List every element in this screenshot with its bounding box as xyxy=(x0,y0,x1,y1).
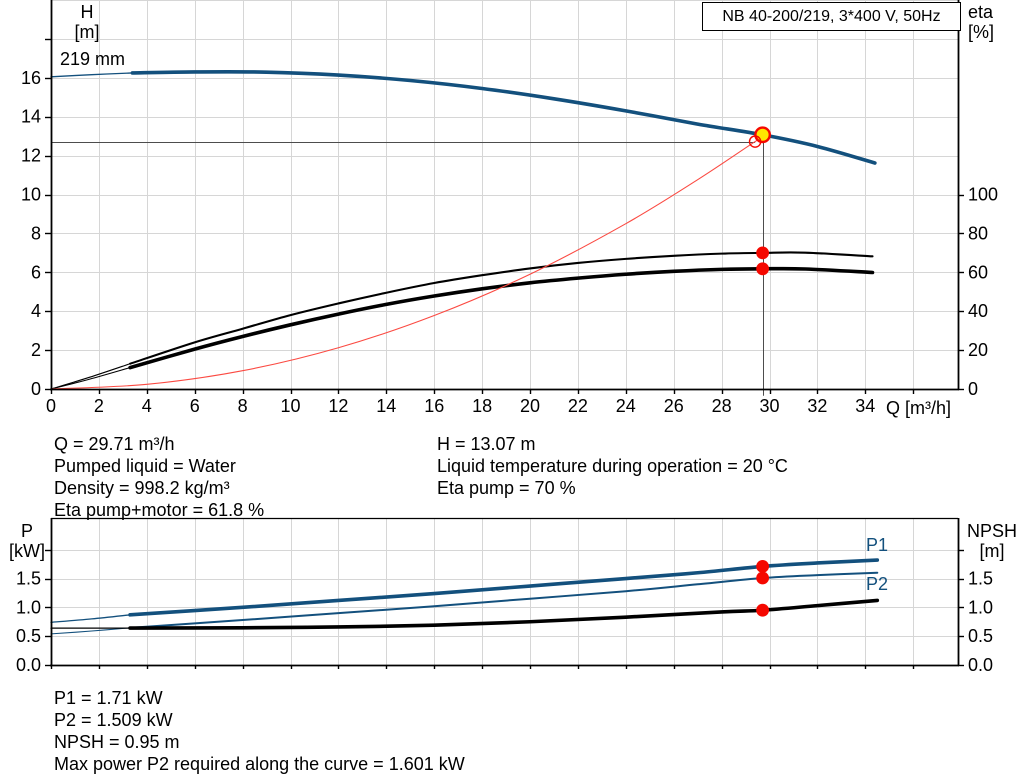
y-left-tick-label: 1.5 xyxy=(16,569,41,589)
info-max-power: Max power P2 required along the curve = … xyxy=(54,754,465,774)
x-tick-label: 24 xyxy=(616,396,636,416)
info-q: Q = 29.71 m³/h xyxy=(54,434,175,454)
npsh-duty-point[interactable] xyxy=(756,603,769,617)
info-h: H = 13.07 m xyxy=(437,434,536,454)
system-curve[interactable] xyxy=(50,133,769,390)
p1-curve[interactable] xyxy=(128,558,880,617)
power-axis-unit: [kW] xyxy=(9,541,45,561)
x-tick-label: 14 xyxy=(376,396,396,416)
eta-axis-unit: [%] xyxy=(968,22,995,42)
y-left-tick-label: 2 xyxy=(31,340,41,360)
y-right-tick-label: 0.5 xyxy=(968,626,993,646)
y-right-tick-label: 80 xyxy=(968,223,988,243)
x-tick-label: 30 xyxy=(759,396,779,416)
head-axis-symbol: H xyxy=(80,2,94,22)
x-tick-label: 16 xyxy=(424,396,444,416)
x-tick-label: 0 xyxy=(46,396,56,416)
head-axis-unit: [m] xyxy=(74,22,100,42)
info-eta-pump: Eta pump = 70 % xyxy=(437,478,576,498)
eta-pump-duty-point[interactable] xyxy=(756,246,769,260)
info-npsh: NPSH = 0.95 m xyxy=(54,732,180,752)
eta-pump-motor-curve[interactable] xyxy=(128,266,875,370)
y-right-tick-label: 20 xyxy=(968,340,988,360)
x-tick-label: 2 xyxy=(94,396,104,416)
y-left-tick-label: 10 xyxy=(21,185,41,205)
y-right-tick-label: 60 xyxy=(968,262,988,282)
x-tick-label: 6 xyxy=(190,396,200,416)
y-left-tick-label: 16 xyxy=(21,68,41,88)
x-tick-label: 34 xyxy=(855,396,875,416)
power-axis-symbol: P xyxy=(20,521,33,541)
y-left-tick-label: 0.0 xyxy=(16,655,41,675)
x-tick-label: 22 xyxy=(568,396,588,416)
x-tick-label: 28 xyxy=(712,396,732,416)
y-left-tick-label: 4 xyxy=(31,301,41,321)
pump-title-box: NB 40-200/219, 3*400 V, 50Hz xyxy=(702,2,961,31)
y-left-tick-label: 0.5 xyxy=(16,626,41,646)
q-axis-label: Q [m³/h] xyxy=(886,398,952,418)
power-npsh-chart: 0.0 0.5 1.0 1.5 0.0 0.5 1.0 1.5 xyxy=(16,517,993,675)
x-tick-label: 8 xyxy=(238,396,248,416)
y-right-tick-label: 100 xyxy=(968,185,998,205)
p2-curve-lead xyxy=(50,627,131,635)
info-p2: P2 = 1.509 kW xyxy=(54,710,173,730)
info-eta-total: Eta pump+motor = 61.8 % xyxy=(54,500,265,520)
y-left-tick-label: 8 xyxy=(31,223,41,243)
x-tick-label: 26 xyxy=(664,396,684,416)
eta-pump-motor-curve-lead xyxy=(50,367,131,390)
requested-duty-point[interactable] xyxy=(748,135,762,148)
npsh-axis-unit-label: NPSH [m] xyxy=(963,521,1021,561)
info-liquid: Pumped liquid = Water xyxy=(54,456,236,476)
impeller-size-label: 219 mm xyxy=(60,49,126,69)
y-left-tick-label: 14 xyxy=(21,107,41,127)
duty-point[interactable] xyxy=(754,126,771,144)
x-tick-label: 10 xyxy=(280,396,300,416)
p2-duty-point[interactable] xyxy=(756,571,769,585)
x-tick-label: 20 xyxy=(520,396,540,416)
p1-duty-point[interactable] xyxy=(756,560,769,573)
head-curve-lead xyxy=(50,72,134,78)
p1-curve-label: P1 xyxy=(866,535,889,555)
y-left-tick-label: 12 xyxy=(21,146,41,166)
head-efficiency-chart: 0 2 4 6 8 10 12 14 16 18 20 22 24 26 28 30 32 34024681012… xyxy=(21,0,998,416)
npsh-axis-symbol: NPSH xyxy=(966,521,1017,541)
x-tick-label: 18 xyxy=(472,396,492,416)
p2-curve[interactable] xyxy=(129,571,879,629)
y-right-tick-label: 40 xyxy=(968,301,988,321)
x-tick-label: 32 xyxy=(807,396,827,416)
x-tick-label: 4 xyxy=(142,396,152,416)
y-right-tick-label: 1.5 xyxy=(968,569,993,589)
power-axis-unit-label: P [kW] xyxy=(4,521,50,561)
p2-curve-label: P2 xyxy=(866,574,889,594)
y-right-tick-label: 0.0 xyxy=(968,655,993,675)
info-temperature: Liquid temperature during operation = 20… xyxy=(437,456,788,476)
info-density: Density = 998.2 kg/m³ xyxy=(54,478,230,498)
npsh-curve[interactable] xyxy=(128,598,880,630)
p1-curve-lead xyxy=(50,614,131,623)
eta-axis-unit-label: eta [%] xyxy=(968,2,994,42)
eta-pump-curve[interactable] xyxy=(128,251,874,365)
head-axis-unit-label: H [m] xyxy=(62,2,112,42)
eta-axis-symbol: eta xyxy=(968,2,994,22)
eta-pump-motor-duty-point[interactable] xyxy=(756,262,769,276)
y-right-tick-label: 1.0 xyxy=(968,597,993,617)
info-p1: P1 = 1.71 kW xyxy=(54,688,163,708)
y-left-tick-label: 6 xyxy=(31,262,41,282)
y-left-tick-label: 0 xyxy=(31,379,41,399)
y-right-tick-label: 0 xyxy=(968,379,978,399)
npsh-axis-unit: [m] xyxy=(979,541,1005,561)
eta-pump-curve-lead xyxy=(50,363,131,390)
x-tick-label: 12 xyxy=(328,396,348,416)
y-left-tick-label: 1.0 xyxy=(16,597,41,617)
